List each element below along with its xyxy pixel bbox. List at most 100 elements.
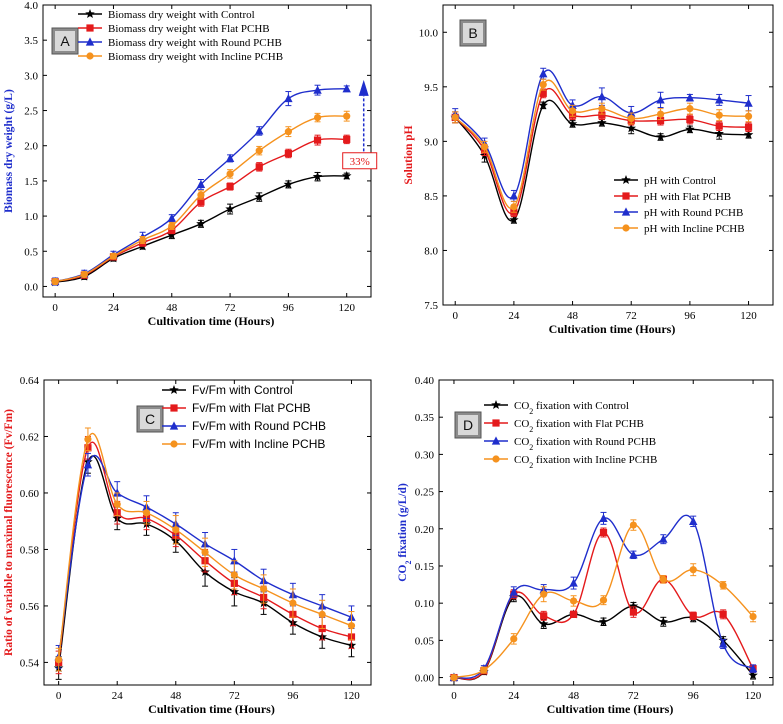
data-point [225, 204, 235, 214]
series-line [453, 595, 754, 681]
data-point [260, 585, 268, 593]
plot-frame [42, 4, 372, 298]
legend-marker [170, 404, 178, 412]
series-line [454, 79, 749, 209]
data-point [715, 111, 723, 119]
y-tick-label: 0.35 [415, 412, 435, 424]
data-point [659, 575, 667, 583]
data-point [540, 590, 548, 598]
data-point [226, 170, 234, 178]
x-tick-label: 72 [229, 690, 240, 702]
x-tick-label: 72 [225, 302, 236, 314]
y-tick-label: 0.64 [20, 375, 40, 387]
legend-marker [169, 385, 179, 395]
data-point [318, 610, 326, 618]
x-tick-label: 48 [166, 302, 178, 314]
data-point [656, 95, 665, 104]
data-point [599, 596, 608, 604]
x-axis-title: Cultivation time (Hours) [148, 702, 275, 716]
data-point [510, 635, 518, 643]
data-point [168, 222, 176, 230]
panel-letter-box: D [454, 411, 482, 439]
data-point [167, 213, 176, 222]
data-point [196, 218, 206, 228]
legend-label: Biomass dry weight with Incline PCHB [108, 51, 283, 63]
legend-label: pH with Control [644, 175, 716, 187]
data-point [254, 192, 264, 202]
x-tick-label: 24 [508, 310, 520, 322]
y-tick-label: 0.54 [20, 657, 40, 669]
series-incline [451, 78, 753, 213]
series-line [54, 138, 347, 283]
legend-marker [491, 436, 501, 445]
x-axis-title: Cultivation time (Hours) [549, 322, 676, 336]
plot-frame [43, 379, 372, 686]
series-line [454, 87, 749, 215]
y-axis-title: Biomass dry weight (g/L) [3, 89, 15, 213]
panel-letter-box: A [51, 27, 79, 55]
data-point [313, 113, 322, 122]
x-axis-title: Cultivation time (Hours) [547, 702, 674, 716]
x-tick-label: 0 [56, 690, 62, 702]
y-tick-label: 0.60 [20, 488, 40, 500]
data-point [689, 612, 697, 620]
data-point [347, 622, 356, 630]
legend-label: CO2 fixation with Incline PCHB [514, 454, 657, 470]
data-point [656, 117, 665, 125]
y-tick-label: 0.10 [415, 598, 435, 610]
x-tick-label: 48 [568, 690, 580, 702]
series-control [449, 592, 758, 682]
panel-letter-box: B [459, 19, 487, 47]
data-point [225, 153, 235, 162]
data-point [109, 252, 118, 260]
data-point [480, 143, 489, 151]
data-point [744, 123, 753, 131]
legend-label: Fv/Fm with Flat PCHB [192, 401, 311, 415]
data-point [539, 89, 547, 97]
data-point [744, 98, 753, 107]
legend-marker [85, 37, 95, 46]
data-point [629, 521, 638, 529]
data-point [714, 128, 724, 138]
legend-label: CO2 fixation with Flat PCHB [514, 418, 644, 434]
data-point [167, 230, 177, 240]
data-point [142, 509, 151, 517]
data-point [598, 105, 606, 113]
data-point [51, 277, 59, 286]
data-point [283, 179, 294, 189]
x-tick-label: 48 [567, 310, 579, 322]
data-point [597, 92, 607, 101]
legend-marker [621, 207, 631, 216]
annotation-arrow-head [358, 79, 369, 96]
data-point [313, 136, 322, 144]
data-point [748, 670, 758, 680]
data-point [569, 610, 578, 618]
x-tick-label: 72 [628, 690, 639, 702]
data-point [655, 132, 666, 142]
data-point [689, 516, 698, 525]
data-point [629, 550, 638, 559]
data-point [284, 149, 292, 158]
x-tick-label: 72 [626, 310, 637, 322]
legend-marker [170, 440, 178, 448]
panel-letter: A [60, 33, 70, 49]
y-tick-label: 10.0 [419, 27, 439, 39]
x-axis-title: Cultivation time (Hours) [148, 314, 275, 328]
data-point [744, 112, 753, 120]
y-tick-label: 1.5 [24, 176, 38, 188]
legend: Fv/Fm with Control Fv/Fm with Flat PCHB Fv… [162, 383, 326, 451]
chart-panel-c: 0 24 48 72 96 120 0.54 0.56 0.58 0.60 0.62 0.64 Cult… [3, 375, 372, 716]
annotation-box [342, 152, 378, 170]
data-point [226, 182, 234, 191]
legend-marker [86, 24, 94, 32]
chart-panel-b: 0 24 48 72 96 120 7.5 8.0 8.5 9.0 9.5 10.0 Cultivati… [403, 4, 774, 336]
legend-marker [492, 455, 500, 463]
data-point [715, 122, 723, 130]
y-tick-label: 0.30 [415, 449, 435, 461]
legend-label: pH with Round PCHB [644, 207, 743, 219]
x-tick-label: 96 [287, 690, 299, 702]
x-tick-label: 120 [740, 310, 757, 322]
legend-label: CO2 fixation with Round PCHB [514, 436, 656, 452]
data-point [749, 612, 757, 621]
